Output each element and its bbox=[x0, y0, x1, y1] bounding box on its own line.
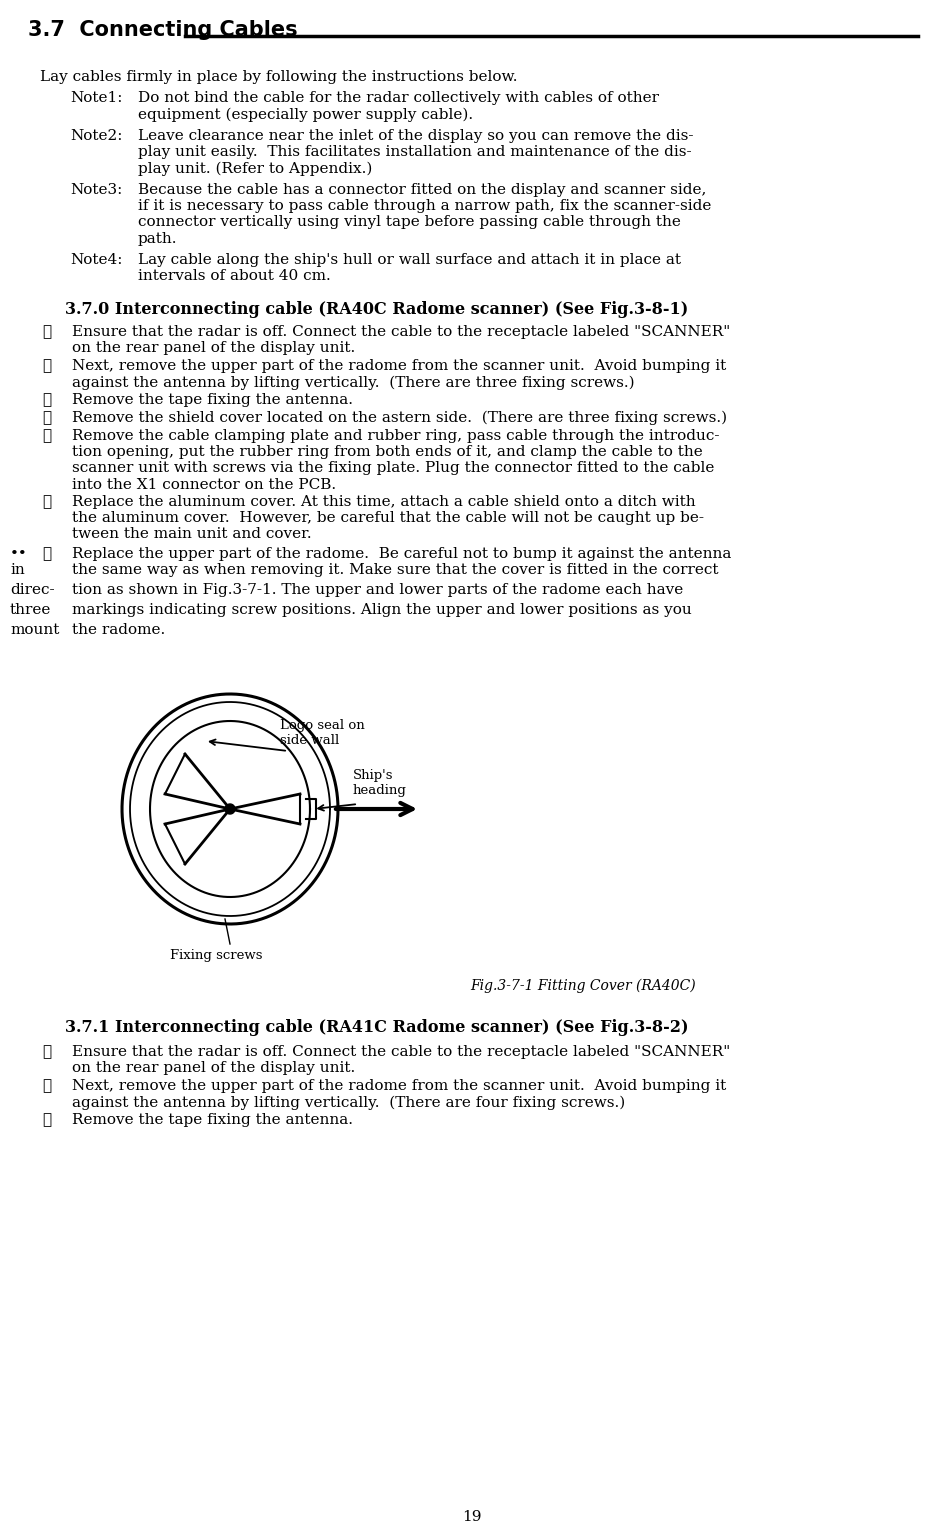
Text: Ensure that the radar is off. Connect the cable to the receptacle labeled "SCANN: Ensure that the radar is off. Connect th… bbox=[72, 1045, 730, 1076]
Text: Remove the tape fixing the antenna.: Remove the tape fixing the antenna. bbox=[72, 1112, 353, 1128]
Text: ②: ② bbox=[42, 1079, 51, 1092]
Text: Replace the aluminum cover. At this time, attach a cable shield onto a ditch wit: Replace the aluminum cover. At this time… bbox=[72, 496, 703, 542]
Text: Note4:: Note4: bbox=[70, 252, 123, 268]
Text: ③: ③ bbox=[42, 1112, 51, 1128]
Text: 3.7.0 Interconnecting cable (RA40C Radome scanner) (See Fig.3-8-1): 3.7.0 Interconnecting cable (RA40C Radom… bbox=[65, 301, 687, 318]
Text: Logo seal on
side wall: Logo seal on side wall bbox=[279, 719, 364, 747]
Text: ⑦: ⑦ bbox=[42, 548, 51, 562]
Text: ②: ② bbox=[42, 360, 51, 373]
Text: ①: ① bbox=[42, 1045, 51, 1059]
Text: ①: ① bbox=[42, 324, 51, 340]
Text: tion as shown in Fig.3-7-1. The upper and lower parts of the radome each have: tion as shown in Fig.3-7-1. The upper an… bbox=[72, 583, 683, 597]
Text: three: three bbox=[10, 603, 51, 617]
Text: ••: •• bbox=[10, 548, 27, 562]
Text: the same way as when removing it. Make sure that the cover is fitted in the corr: the same way as when removing it. Make s… bbox=[72, 563, 717, 577]
Text: Note2:: Note2: bbox=[70, 129, 123, 142]
Text: Note3:: Note3: bbox=[70, 184, 122, 197]
Text: ⑥: ⑥ bbox=[42, 496, 51, 509]
Text: Fixing screws: Fixing screws bbox=[170, 949, 262, 962]
Text: ⑤: ⑤ bbox=[42, 428, 51, 444]
Text: Remove the cable clamping plate and rubber ring, pass cable through the introduc: Remove the cable clamping plate and rubb… bbox=[72, 428, 718, 491]
Text: 3.7  Connecting Cables: 3.7 Connecting Cables bbox=[28, 20, 297, 40]
Text: Fig.3-7-1 Fitting Cover (RA40C): Fig.3-7-1 Fitting Cover (RA40C) bbox=[469, 979, 695, 993]
Text: 3.7.1 Interconnecting cable (RA41C Radome scanner) (See Fig.3-8-2): 3.7.1 Interconnecting cable (RA41C Radom… bbox=[65, 1019, 688, 1036]
Text: Lay cable along the ship's hull or wall surface and attach it in place at
interv: Lay cable along the ship's hull or wall … bbox=[138, 252, 681, 283]
Text: the radome.: the radome. bbox=[72, 623, 165, 636]
Text: 19: 19 bbox=[462, 1510, 481, 1524]
Text: Because the cable has a connector fitted on the display and scanner side,
if it : Because the cable has a connector fitted… bbox=[138, 184, 711, 246]
Text: in: in bbox=[10, 563, 25, 577]
Text: Next, remove the upper part of the radome from the scanner unit.  Avoid bumping : Next, remove the upper part of the radom… bbox=[72, 360, 726, 390]
Text: direc-: direc- bbox=[10, 583, 55, 597]
Text: Ensure that the radar is off. Connect the cable to the receptacle labeled "SCANN: Ensure that the radar is off. Connect th… bbox=[72, 324, 730, 355]
Text: Replace the upper part of the radome.  Be careful not to bump it against the ant: Replace the upper part of the radome. Be… bbox=[72, 548, 731, 562]
Text: Next, remove the upper part of the radome from the scanner unit.  Avoid bumping : Next, remove the upper part of the radom… bbox=[72, 1079, 726, 1109]
Text: Remove the tape fixing the antenna.: Remove the tape fixing the antenna. bbox=[72, 393, 353, 407]
Polygon shape bbox=[225, 803, 235, 814]
Text: Leave clearance near the inlet of the display so you can remove the dis-
play un: Leave clearance near the inlet of the di… bbox=[138, 129, 693, 176]
Text: Lay cables firmly in place by following the instructions below.: Lay cables firmly in place by following … bbox=[40, 70, 517, 84]
Text: ④: ④ bbox=[42, 412, 51, 425]
Text: Ship's
heading: Ship's heading bbox=[353, 770, 407, 797]
Text: markings indicating screw positions. Align the upper and lower positions as you: markings indicating screw positions. Ali… bbox=[72, 603, 691, 617]
Text: Do not bind the cable for the radar collectively with cables of other
equipment : Do not bind the cable for the radar coll… bbox=[138, 90, 658, 122]
Text: ③: ③ bbox=[42, 393, 51, 407]
Text: Remove the shield cover located on the astern side.  (There are three fixing scr: Remove the shield cover located on the a… bbox=[72, 412, 726, 425]
Text: mount: mount bbox=[10, 623, 59, 636]
Text: Note1:: Note1: bbox=[70, 90, 123, 106]
